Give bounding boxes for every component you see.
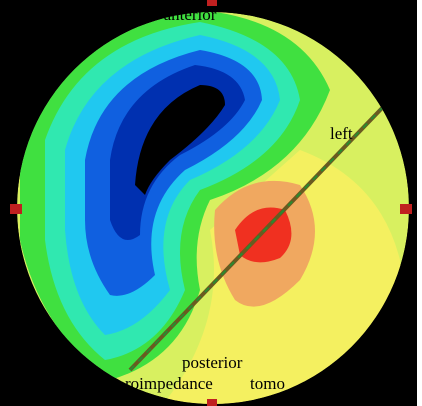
electrode: [207, 399, 217, 406]
eit-viewer: anterior ght left posterior roimpedance …: [0, 0, 422, 406]
label-top: anterior: [164, 5, 217, 24]
label-bottom: posterior: [182, 353, 243, 372]
electrode: [10, 204, 22, 214]
caption-part: roimpedance: [125, 374, 213, 393]
label-right: left: [330, 124, 353, 143]
label-left: ght: [2, 124, 24, 143]
caption-part: tomo: [250, 374, 285, 393]
right-border: [417, 0, 422, 406]
tomogram: [17, 10, 410, 406]
electrode: [400, 204, 412, 214]
